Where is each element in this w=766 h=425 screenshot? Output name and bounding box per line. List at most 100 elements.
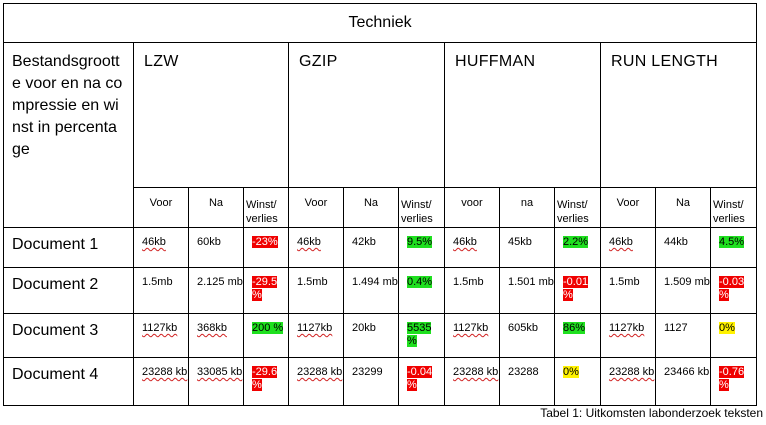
technique-lzw: LZW	[133, 42, 289, 188]
cell-before: 23288 kb	[444, 357, 500, 406]
cell-before: 1127kb	[444, 313, 500, 358]
cell-before: 23288 kb	[288, 357, 344, 406]
before-value: 23288 kb	[609, 366, 655, 378]
cell-after: 1.494 mb	[343, 267, 399, 314]
cell-before: 46kb	[600, 227, 656, 268]
cell-after: 2.125 mb	[188, 267, 244, 314]
subheader-after: Na	[343, 187, 399, 228]
cell-gain: -29.5 %	[243, 267, 289, 314]
after-value: 23288	[508, 366, 539, 378]
after-value: 1127	[664, 322, 688, 334]
gain-value: -0.04 %	[407, 366, 433, 391]
after-value: 23299	[352, 366, 383, 378]
document-name: Document 1	[3, 227, 134, 268]
cell-before: 1127kb	[133, 313, 189, 358]
table-row: Document 1 46kb 60kb -23% 46kb 42kb 9.5% 46kb 45…	[3, 227, 758, 268]
cell-after: 44kb	[655, 227, 711, 268]
before-value: 1127kb	[142, 322, 178, 334]
subheader-gain: Winst/ verlies	[709, 187, 758, 228]
cell-gain: -0.03 %	[709, 267, 758, 314]
cell-gain: 0%	[554, 357, 601, 406]
technique-run-length: RUN LENGTH	[599, 42, 758, 188]
table-title: Techniek	[2, 3, 758, 43]
cell-before: 1.5mb	[600, 267, 656, 314]
after-value: 60kb	[197, 236, 221, 248]
before-value: 1.5mb	[453, 276, 484, 288]
after-value: 23466 kb	[664, 366, 710, 378]
cell-after: 23299	[343, 357, 399, 406]
subheader-before: voor	[444, 187, 500, 228]
cell-before: 46kb	[133, 227, 189, 268]
cell-gain: 4.5%	[709, 227, 758, 268]
subheader-row: Voor Na Winst/ verlies Voor Na Winst/ verlies…	[4, 187, 758, 228]
cell-before: 1.5mb	[288, 267, 344, 314]
gain-value: 9.5%	[407, 236, 433, 248]
gain-value: 4.5%	[719, 236, 745, 248]
subheader-after: Na	[188, 187, 244, 228]
table-row: Document 3 1127kb 368kb 200 % 1127kb 20kb 5535…	[3, 313, 758, 358]
cell-gain: 5535 %	[398, 313, 445, 358]
after-value: 44kb	[664, 236, 688, 248]
gain-value: 0.4%	[407, 276, 433, 288]
before-value: 1.5mb	[609, 276, 640, 288]
table-body: Document 1 46kb 60kb -23% 46kb 42kb 9.5% 46kb 45…	[3, 227, 758, 406]
before-value: 1127kb	[609, 322, 645, 334]
cell-after: 605kb	[499, 313, 555, 358]
after-value: 33085 kb	[197, 366, 243, 378]
after-value: 42kb	[352, 236, 376, 248]
cell-after: 23288	[499, 357, 555, 406]
results-table: Techniek Bestandsgrootte voor en na comp…	[2, 3, 758, 406]
gain-value: 2.2%	[563, 236, 589, 248]
before-value: 1127kb	[453, 322, 489, 334]
cell-before: 46kb	[288, 227, 344, 268]
after-value: 1.501 mb	[508, 276, 554, 288]
subheader-after: Na	[655, 187, 711, 228]
cell-before: 1127kb	[288, 313, 344, 358]
row-label: Bestandsgrootte voor en na compressie en…	[3, 42, 134, 228]
after-value: 45kb	[508, 236, 532, 248]
cell-before: 1.5mb	[133, 267, 189, 314]
cell-after: 20kb	[343, 313, 399, 358]
before-value: 23288 kb	[297, 366, 343, 378]
subheader-gain: Winst/ verlies	[554, 187, 601, 228]
gain-value: -0.01 %	[563, 276, 589, 301]
after-value: 20kb	[352, 322, 376, 334]
cell-before: 23288 kb	[600, 357, 656, 406]
before-value: 1127kb	[297, 322, 333, 334]
cell-gain: 200 %	[243, 313, 289, 358]
cell-after: 45kb	[499, 227, 555, 268]
subheader-before: Voor	[133, 187, 189, 228]
gain-value: 0%	[563, 366, 579, 378]
subheader-before: Voor	[600, 187, 656, 228]
gain-value: 86%	[563, 322, 586, 334]
gain-value: -29.6 %	[252, 366, 278, 391]
cell-gain: 2.2%	[554, 227, 601, 268]
gain-value: 5535 %	[407, 322, 432, 347]
document-name: Document 2	[3, 267, 134, 314]
before-value: 46kb	[297, 236, 321, 248]
cell-before: 1127kb	[600, 313, 656, 358]
cell-after: 60kb	[188, 227, 244, 268]
gain-value: -0.03 %	[719, 276, 745, 301]
cell-after: 1127	[655, 313, 711, 358]
table-row: Document 4 23288 kb 33085 kb -29.6 % 23288 k…	[3, 357, 758, 406]
after-value: 605kb	[508, 322, 538, 334]
before-value: 1.5mb	[297, 276, 328, 288]
cell-before: 1.5mb	[444, 267, 500, 314]
cell-gain: -23%	[243, 227, 289, 268]
cell-after: 33085 kb	[188, 357, 244, 406]
gain-value: 0%	[719, 322, 735, 334]
gain-value: -29.5 %	[252, 276, 278, 301]
cell-gain: -29.6 %	[243, 357, 289, 406]
subheader-gain: Winst/ verlies	[243, 187, 289, 228]
technique-huffman: HUFFMAN	[444, 42, 601, 188]
before-value: 46kb	[142, 236, 166, 248]
cell-gain: 0%	[709, 313, 758, 358]
cell-gain: 0.4%	[398, 267, 445, 314]
cell-gain: 86%	[554, 313, 601, 358]
cell-before: 23288 kb	[133, 357, 189, 406]
gain-value: -23%	[252, 236, 278, 248]
before-value: 23288 kb	[453, 366, 499, 378]
after-value: 2.125 mb	[197, 276, 243, 288]
cell-gain: -0.76 %	[709, 357, 758, 406]
